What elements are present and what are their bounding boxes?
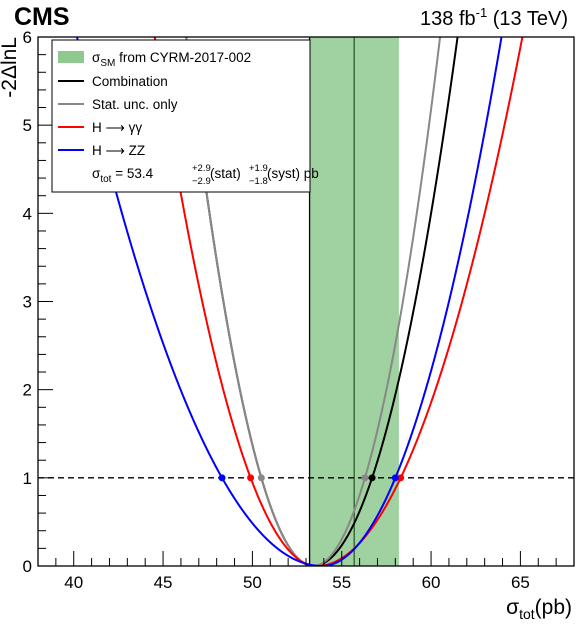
legend: σSM from CYRM-2017-002 Combination Stat. …	[51, 39, 319, 193]
marker-series-2-high	[397, 474, 405, 482]
marker-series-1-low	[257, 474, 265, 482]
legend-swatch-band	[58, 51, 84, 63]
luminosity-value: 138 fb	[420, 8, 476, 30]
marker-series-0-high	[368, 474, 376, 482]
experiment-label: CMS	[14, 3, 70, 31]
x-tick-label-40: 40	[64, 573, 83, 592]
x-axis-title-sub: tot	[519, 606, 535, 622]
marker-series-2-low	[247, 474, 255, 482]
legend-label-band: σSM from CYRM-2017-002	[92, 50, 251, 69]
legend-syst-down: −1.8	[249, 176, 268, 187]
legend-stat-label: (stat)	[210, 166, 241, 181]
legend-box	[51, 39, 311, 193]
legend-label-series-2: H ⟶ γγ	[92, 120, 142, 135]
x-tick-label-65: 65	[511, 573, 530, 592]
y-tick-label-3: 3	[23, 293, 32, 312]
x-axis-title-symbol: σ	[506, 596, 519, 619]
legend-stat-up: +2.9	[192, 163, 211, 174]
luminosity-exponent: -1	[476, 5, 488, 20]
legend-label-series-0: Combination	[92, 74, 168, 89]
x-tick-label-55: 55	[332, 573, 351, 592]
sm-band	[308, 37, 399, 566]
luminosity-label: 138 fb-1 (13 TeV)	[420, 5, 568, 30]
legend-label-series-1: Stat. unc. only	[92, 97, 178, 112]
y-tick-label-0: 0	[23, 557, 32, 576]
x-tick-label-45: 45	[154, 573, 173, 592]
y-tick-label-1: 1	[23, 469, 32, 488]
x-tick-label-50: 50	[243, 573, 262, 592]
energy-value: (13 TeV)	[493, 8, 568, 30]
x-axis-title-unit: (pb)	[535, 596, 572, 619]
legend-syst-label: (syst) pb	[267, 166, 319, 181]
y-tick-label-6: 6	[23, 28, 32, 47]
legend-syst-up: +1.9	[249, 163, 268, 174]
y-tick-label-2: 2	[23, 381, 32, 400]
marker-series-1-high	[361, 474, 369, 482]
y-tick-label-5: 5	[23, 116, 32, 135]
legend-stat-down: −2.9	[192, 176, 211, 187]
legend-result: σtot = 53.4	[92, 166, 154, 185]
y-tick-label-4: 4	[23, 204, 32, 223]
legend-label-series-3: H ⟶ ZZ	[92, 143, 145, 158]
interval-markers	[218, 474, 405, 482]
y-axis-title: -2ΔlnL	[0, 37, 21, 98]
marker-series-3-high	[391, 474, 399, 482]
marker-series-3-low	[218, 474, 226, 482]
x-axis-title: σtot(pb)	[506, 596, 572, 622]
x-tick-label-60: 60	[422, 573, 441, 592]
